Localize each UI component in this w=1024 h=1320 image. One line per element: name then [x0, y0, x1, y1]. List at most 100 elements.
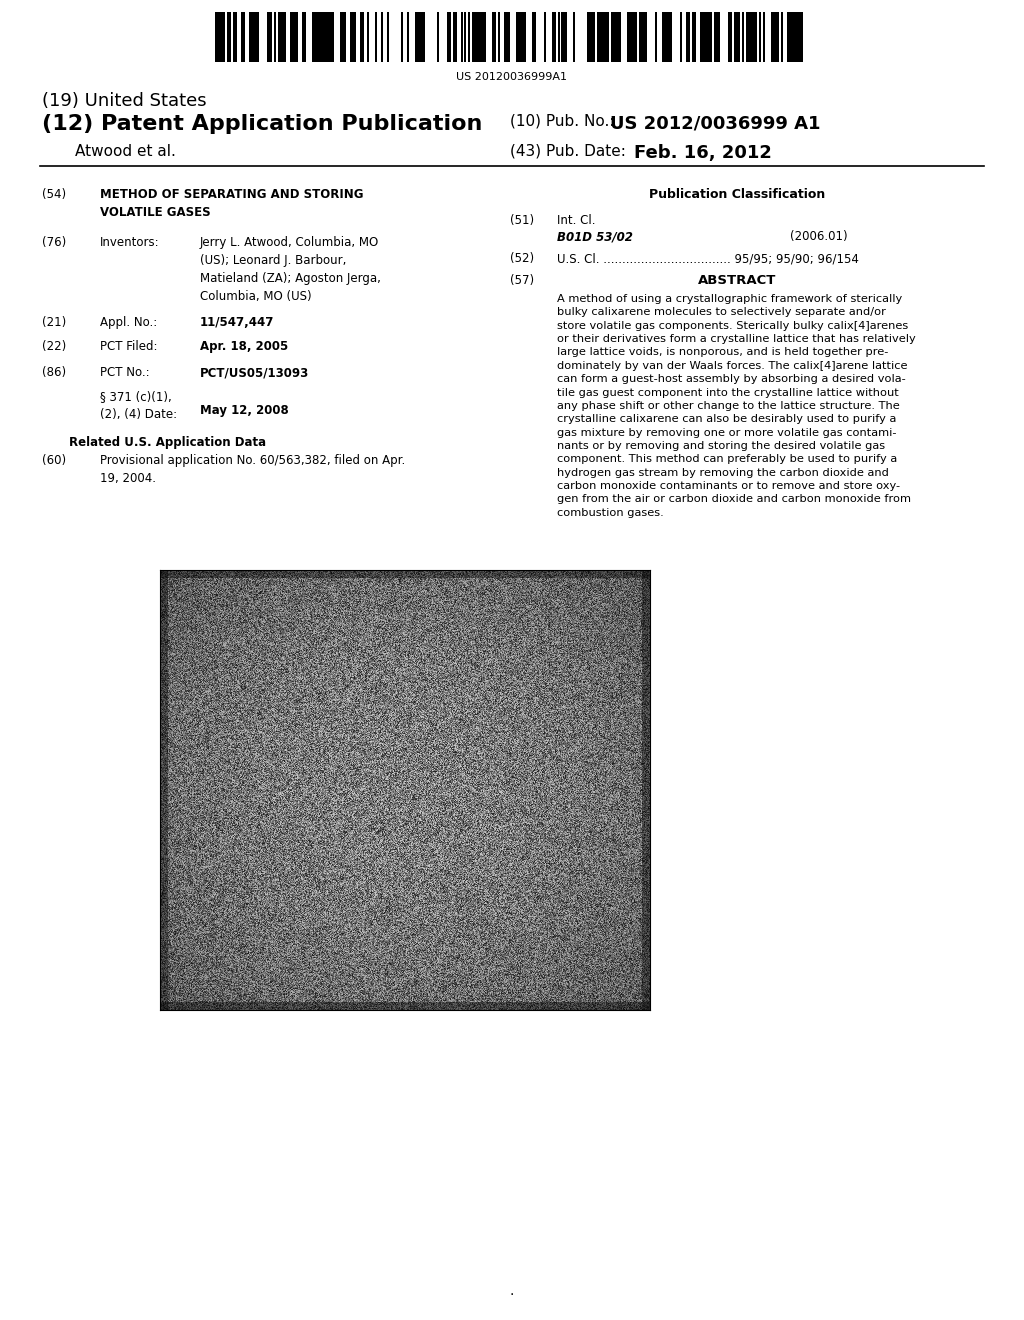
Bar — [794, 12, 795, 62]
Bar — [716, 12, 720, 62]
Bar — [752, 12, 756, 62]
Bar — [401, 12, 403, 62]
Bar — [645, 12, 646, 62]
Bar — [745, 12, 748, 62]
Bar — [771, 12, 773, 62]
Bar — [217, 12, 219, 62]
Text: (60): (60) — [42, 454, 67, 467]
Text: A method of using a crystallographic framework of sterically
bulky calixarene mo: A method of using a crystallographic fra… — [557, 294, 915, 517]
Bar — [597, 12, 599, 62]
Text: (19) United States: (19) United States — [42, 92, 207, 110]
Bar — [408, 12, 409, 62]
Bar — [417, 12, 421, 62]
Text: US 2012/0036999 A1: US 2012/0036999 A1 — [610, 114, 820, 132]
Bar — [381, 12, 383, 62]
Bar — [611, 12, 613, 62]
Bar — [587, 12, 589, 62]
Text: METHOD OF SEPARATING AND STORING
VOLATILE GASES: METHOD OF SEPARATING AND STORING VOLATIL… — [100, 187, 364, 219]
Bar — [504, 12, 508, 62]
Bar — [241, 12, 243, 62]
Bar — [615, 12, 616, 62]
Bar — [522, 12, 524, 62]
Bar — [227, 12, 229, 62]
Text: Apr. 18, 2005: Apr. 18, 2005 — [200, 341, 288, 352]
Bar — [616, 12, 618, 62]
Bar — [290, 12, 294, 62]
Bar — [643, 12, 645, 62]
Bar — [266, 12, 268, 62]
Text: (52): (52) — [510, 252, 535, 265]
Bar — [421, 12, 423, 62]
Bar — [351, 12, 355, 62]
Text: U.S. Cl. .................................. 95/95; 95/90; 96/154: U.S. Cl. ...............................… — [557, 252, 859, 265]
Bar — [468, 12, 470, 62]
Bar — [557, 12, 559, 62]
Bar — [478, 12, 480, 62]
Text: (12) Patent Application Publication: (12) Patent Application Publication — [42, 114, 482, 135]
Bar — [593, 12, 595, 62]
Bar — [781, 12, 783, 62]
Bar — [243, 12, 245, 62]
Bar — [415, 12, 417, 62]
Text: Publication Classification: Publication Classification — [649, 187, 825, 201]
Bar — [792, 12, 794, 62]
Bar — [603, 12, 605, 62]
Bar — [700, 12, 706, 62]
Bar — [251, 12, 253, 62]
Bar — [446, 12, 451, 62]
Bar — [249, 12, 251, 62]
Bar — [480, 12, 482, 62]
Bar — [229, 12, 230, 62]
Bar — [232, 12, 234, 62]
Bar — [524, 12, 526, 62]
Text: PCT No.:: PCT No.: — [100, 366, 150, 379]
Bar — [465, 12, 467, 62]
Bar — [635, 12, 637, 62]
Bar — [756, 12, 758, 62]
Bar — [516, 12, 520, 62]
Bar — [472, 12, 478, 62]
Bar — [706, 12, 708, 62]
Bar — [618, 12, 621, 62]
Bar — [314, 12, 316, 62]
Bar — [669, 12, 673, 62]
Bar — [268, 12, 270, 62]
Text: (54): (54) — [42, 187, 67, 201]
Bar — [330, 12, 332, 62]
Text: (76): (76) — [42, 236, 67, 249]
Bar — [728, 12, 732, 62]
Bar — [387, 12, 389, 62]
Bar — [498, 12, 500, 62]
Text: (43) Pub. Date:: (43) Pub. Date: — [510, 144, 626, 158]
Bar — [654, 12, 656, 62]
Bar — [340, 12, 342, 62]
Bar — [493, 12, 497, 62]
Bar — [795, 12, 797, 62]
Text: (21): (21) — [42, 315, 67, 329]
Bar — [639, 12, 643, 62]
Bar — [219, 12, 225, 62]
Bar — [663, 12, 667, 62]
Bar — [573, 12, 575, 62]
Bar — [281, 12, 283, 62]
Bar — [667, 12, 669, 62]
Bar — [599, 12, 603, 62]
Bar — [368, 12, 370, 62]
Bar — [561, 12, 563, 62]
Bar — [255, 12, 257, 62]
Bar — [735, 12, 739, 62]
Bar — [589, 12, 593, 62]
Bar — [274, 12, 276, 62]
Text: PCT Filed:: PCT Filed: — [100, 341, 158, 352]
Bar — [318, 12, 322, 62]
Bar — [692, 12, 694, 62]
Text: (86): (86) — [42, 366, 67, 379]
Text: May 12, 2008: May 12, 2008 — [200, 404, 289, 417]
Bar — [283, 12, 287, 62]
Text: Provisional application No. 60/563,382, filed on Apr.
19, 2004.: Provisional application No. 60/563,382, … — [100, 454, 406, 484]
Bar — [253, 12, 255, 62]
Text: US 20120036999A1: US 20120036999A1 — [457, 73, 567, 82]
Bar — [302, 12, 304, 62]
Bar — [631, 12, 633, 62]
Bar — [688, 12, 690, 62]
